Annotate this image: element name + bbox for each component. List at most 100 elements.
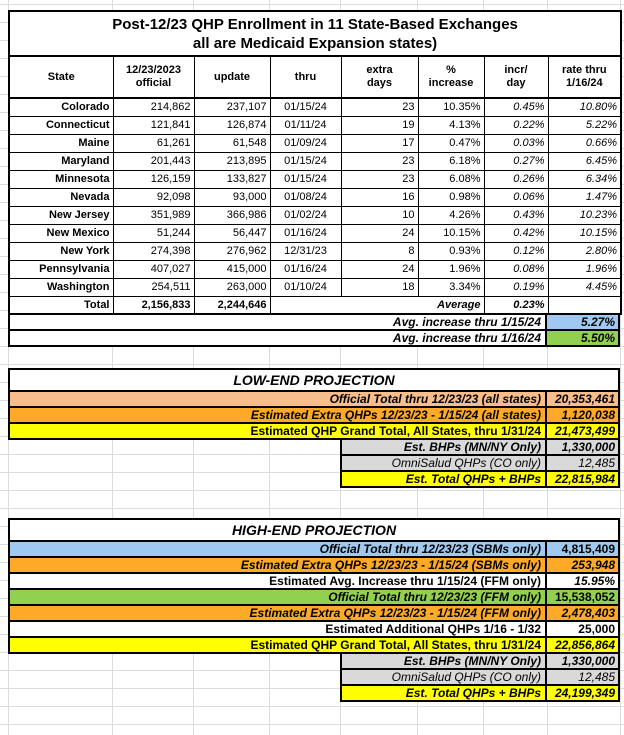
cell-update: 126,874 <box>193 115 271 135</box>
cell-official: 61,261 <box>112 133 195 153</box>
cell-update: 93,000 <box>193 187 271 207</box>
projection-value: 253,948 <box>545 558 618 572</box>
cell-incr-per-day: 0.26% <box>483 169 549 189</box>
enrollment-block: Post-12/23 QHP Enrollment in 11 State-Ba… <box>7 10 623 347</box>
cell-thru: 01/16/24 <box>269 223 342 243</box>
cell-pct-increase: 6.18% <box>417 151 485 171</box>
projection-value: 25,000 <box>545 622 618 636</box>
cell-incr-per-day: 0.03% <box>483 133 549 153</box>
cell-official: 121,841 <box>112 115 195 135</box>
cell-rate-thru: 6.45% <box>547 151 622 171</box>
avg-row: Avg. increase thru 1/15/24 5.27% <box>8 313 620 331</box>
total-update: 2,244,646 <box>193 295 271 315</box>
cell-thru: 01/09/24 <box>269 133 342 153</box>
grid-line-vertical <box>269 0 270 735</box>
cell-pct-increase: 0.47% <box>417 133 485 153</box>
cell-update: 276,962 <box>193 241 271 261</box>
header-update: update <box>193 55 271 99</box>
total-official: 2,156,833 <box>112 295 195 315</box>
avg-row-label: Avg. increase thru 1/15/24 <box>10 315 545 329</box>
average-value: 0.23% <box>483 295 549 315</box>
table-title: Post-12/23 QHP Enrollment in 11 State-Ba… <box>7 10 623 57</box>
projection-label: Official Total thru 12/23/23 (all states… <box>10 392 545 406</box>
header-state: State <box>8 55 114 99</box>
projection-label: Estimated Extra QHPs 12/23/23 - 1/15/24 … <box>10 408 545 422</box>
projection-value: 22,815,984 <box>545 472 618 486</box>
cell-extra-days: 10 <box>340 205 419 225</box>
cell-rate-thru: 6.34% <box>547 169 622 189</box>
projection-row: Estimated Extra QHPs 12/23/23 - 1/15/24 … <box>8 406 620 424</box>
projection-label: Official Total thru 12/23/23 (SBMs only) <box>10 542 545 556</box>
grid-line-horizontal <box>0 472 624 473</box>
cell-official: 254,511 <box>112 277 195 297</box>
grid-line-vertical <box>193 0 194 735</box>
cell-pct-increase: 4.26% <box>417 205 485 225</box>
projection-row: Est. Total QHPs + BHPs 24,199,349 <box>340 684 620 702</box>
projection-value: 20,353,461 <box>545 392 618 406</box>
low-end-section-title: LOW-END PROJECTION <box>8 368 620 392</box>
cell-incr-per-day: 0.27% <box>483 151 549 171</box>
cell-pct-increase: 0.93% <box>417 241 485 261</box>
cell-incr-per-day: 0.42% <box>483 223 549 243</box>
projection-row: Est. BHPs (MN/NY Only) 1,330,000 <box>340 652 620 670</box>
projection-value: 1,330,000 <box>545 654 618 668</box>
cell-update: 213,895 <box>193 151 271 171</box>
cell-thru: 01/15/24 <box>269 151 342 171</box>
projection-label: Est. Total QHPs + BHPs <box>342 472 545 486</box>
avg-row: Avg. increase thru 1/16/24 5.50% <box>8 329 620 347</box>
cell-extra-days: 23 <box>340 151 419 171</box>
grid-line-vertical <box>417 0 418 735</box>
projection-label: Estimated Extra QHPs 12/23/23 - 1/15/24 … <box>10 606 545 620</box>
cell-rate-thru: 10.15% <box>547 223 622 243</box>
cell-rate-thru: 10.80% <box>547 97 622 117</box>
cell-thru: 01/08/24 <box>269 187 342 207</box>
cell-state: Connecticut <box>8 115 114 135</box>
projection-row: Official Total thru 12/23/23 (FFM only) 1… <box>8 588 620 606</box>
cell-rate-thru: 0.66% <box>547 133 622 153</box>
grid-line-horizontal <box>0 364 624 365</box>
header-incr-per-day: incr/ day <box>483 55 549 99</box>
grid-line-horizontal <box>0 454 624 455</box>
projection-label: Est. Total QHPs + BHPs <box>342 686 545 700</box>
projection-value: 15.95% <box>545 574 618 588</box>
grid-line-horizontal <box>0 490 624 491</box>
cell-extra-days: 24 <box>340 259 419 279</box>
table-row: New Mexico 51,244 56,447 01/16/24 24 10.15% 0.… <box>8 223 622 243</box>
projection-value: 24,199,349 <box>545 686 618 700</box>
cell-thru: 01/15/24 <box>269 169 342 189</box>
cell-thru: 01/16/24 <box>269 259 342 279</box>
header-thru: thru <box>269 55 342 99</box>
projection-label: OmniSalud QHPs (CO only) <box>342 670 545 684</box>
cell-extra-days: 17 <box>340 133 419 153</box>
projection-value: 12,485 <box>545 456 618 470</box>
cell-pct-increase: 6.08% <box>417 169 485 189</box>
projection-row: Estimated QHP Grand Total, All States, t… <box>8 636 620 654</box>
table-row: Pennsylvania 407,027 415,000 01/16/24 24 1.96… <box>8 259 622 279</box>
projection-label: OmniSalud QHPs (CO only) <box>342 456 545 470</box>
projection-label: Estimated QHP Grand Total, All States, t… <box>10 424 545 438</box>
grid-line-vertical <box>340 0 341 735</box>
cell-state: New Mexico <box>8 223 114 243</box>
cell-state: Maine <box>8 133 114 153</box>
cell-official: 214,862 <box>112 97 195 117</box>
projection-row: Estimated QHP Grand Total, All States, t… <box>8 422 620 440</box>
projection-label: Official Total thru 12/23/23 (FFM only) <box>10 590 545 604</box>
grid-line-vertical <box>8 0 9 735</box>
table-row: Maryland 201,443 213,895 01/15/24 23 6.18% 0.2… <box>8 151 622 171</box>
cell-incr-per-day: 0.08% <box>483 259 549 279</box>
cell-state: Colorado <box>8 97 114 117</box>
cell-pct-increase: 1.96% <box>417 259 485 279</box>
cell-rate-thru: 5.22% <box>547 115 622 135</box>
cell-extra-days: 16 <box>340 187 419 207</box>
cell-thru: 01/11/24 <box>269 115 342 135</box>
cell-incr-per-day: 0.19% <box>483 277 549 297</box>
cell-rate-thru: 1.96% <box>547 259 622 279</box>
projection-label: Estimated QHP Grand Total, All States, t… <box>10 638 545 652</box>
cell-official: 126,159 <box>112 169 195 189</box>
grid-line-horizontal <box>0 688 624 689</box>
cell-rate-thru: 10.23% <box>547 205 622 225</box>
cell-rate-thru: 4.45% <box>547 277 622 297</box>
cell-update: 133,827 <box>193 169 271 189</box>
cell-extra-days: 8 <box>340 241 419 261</box>
table-title-line1: Post-12/23 QHP Enrollment in 11 State-Ba… <box>112 15 518 33</box>
